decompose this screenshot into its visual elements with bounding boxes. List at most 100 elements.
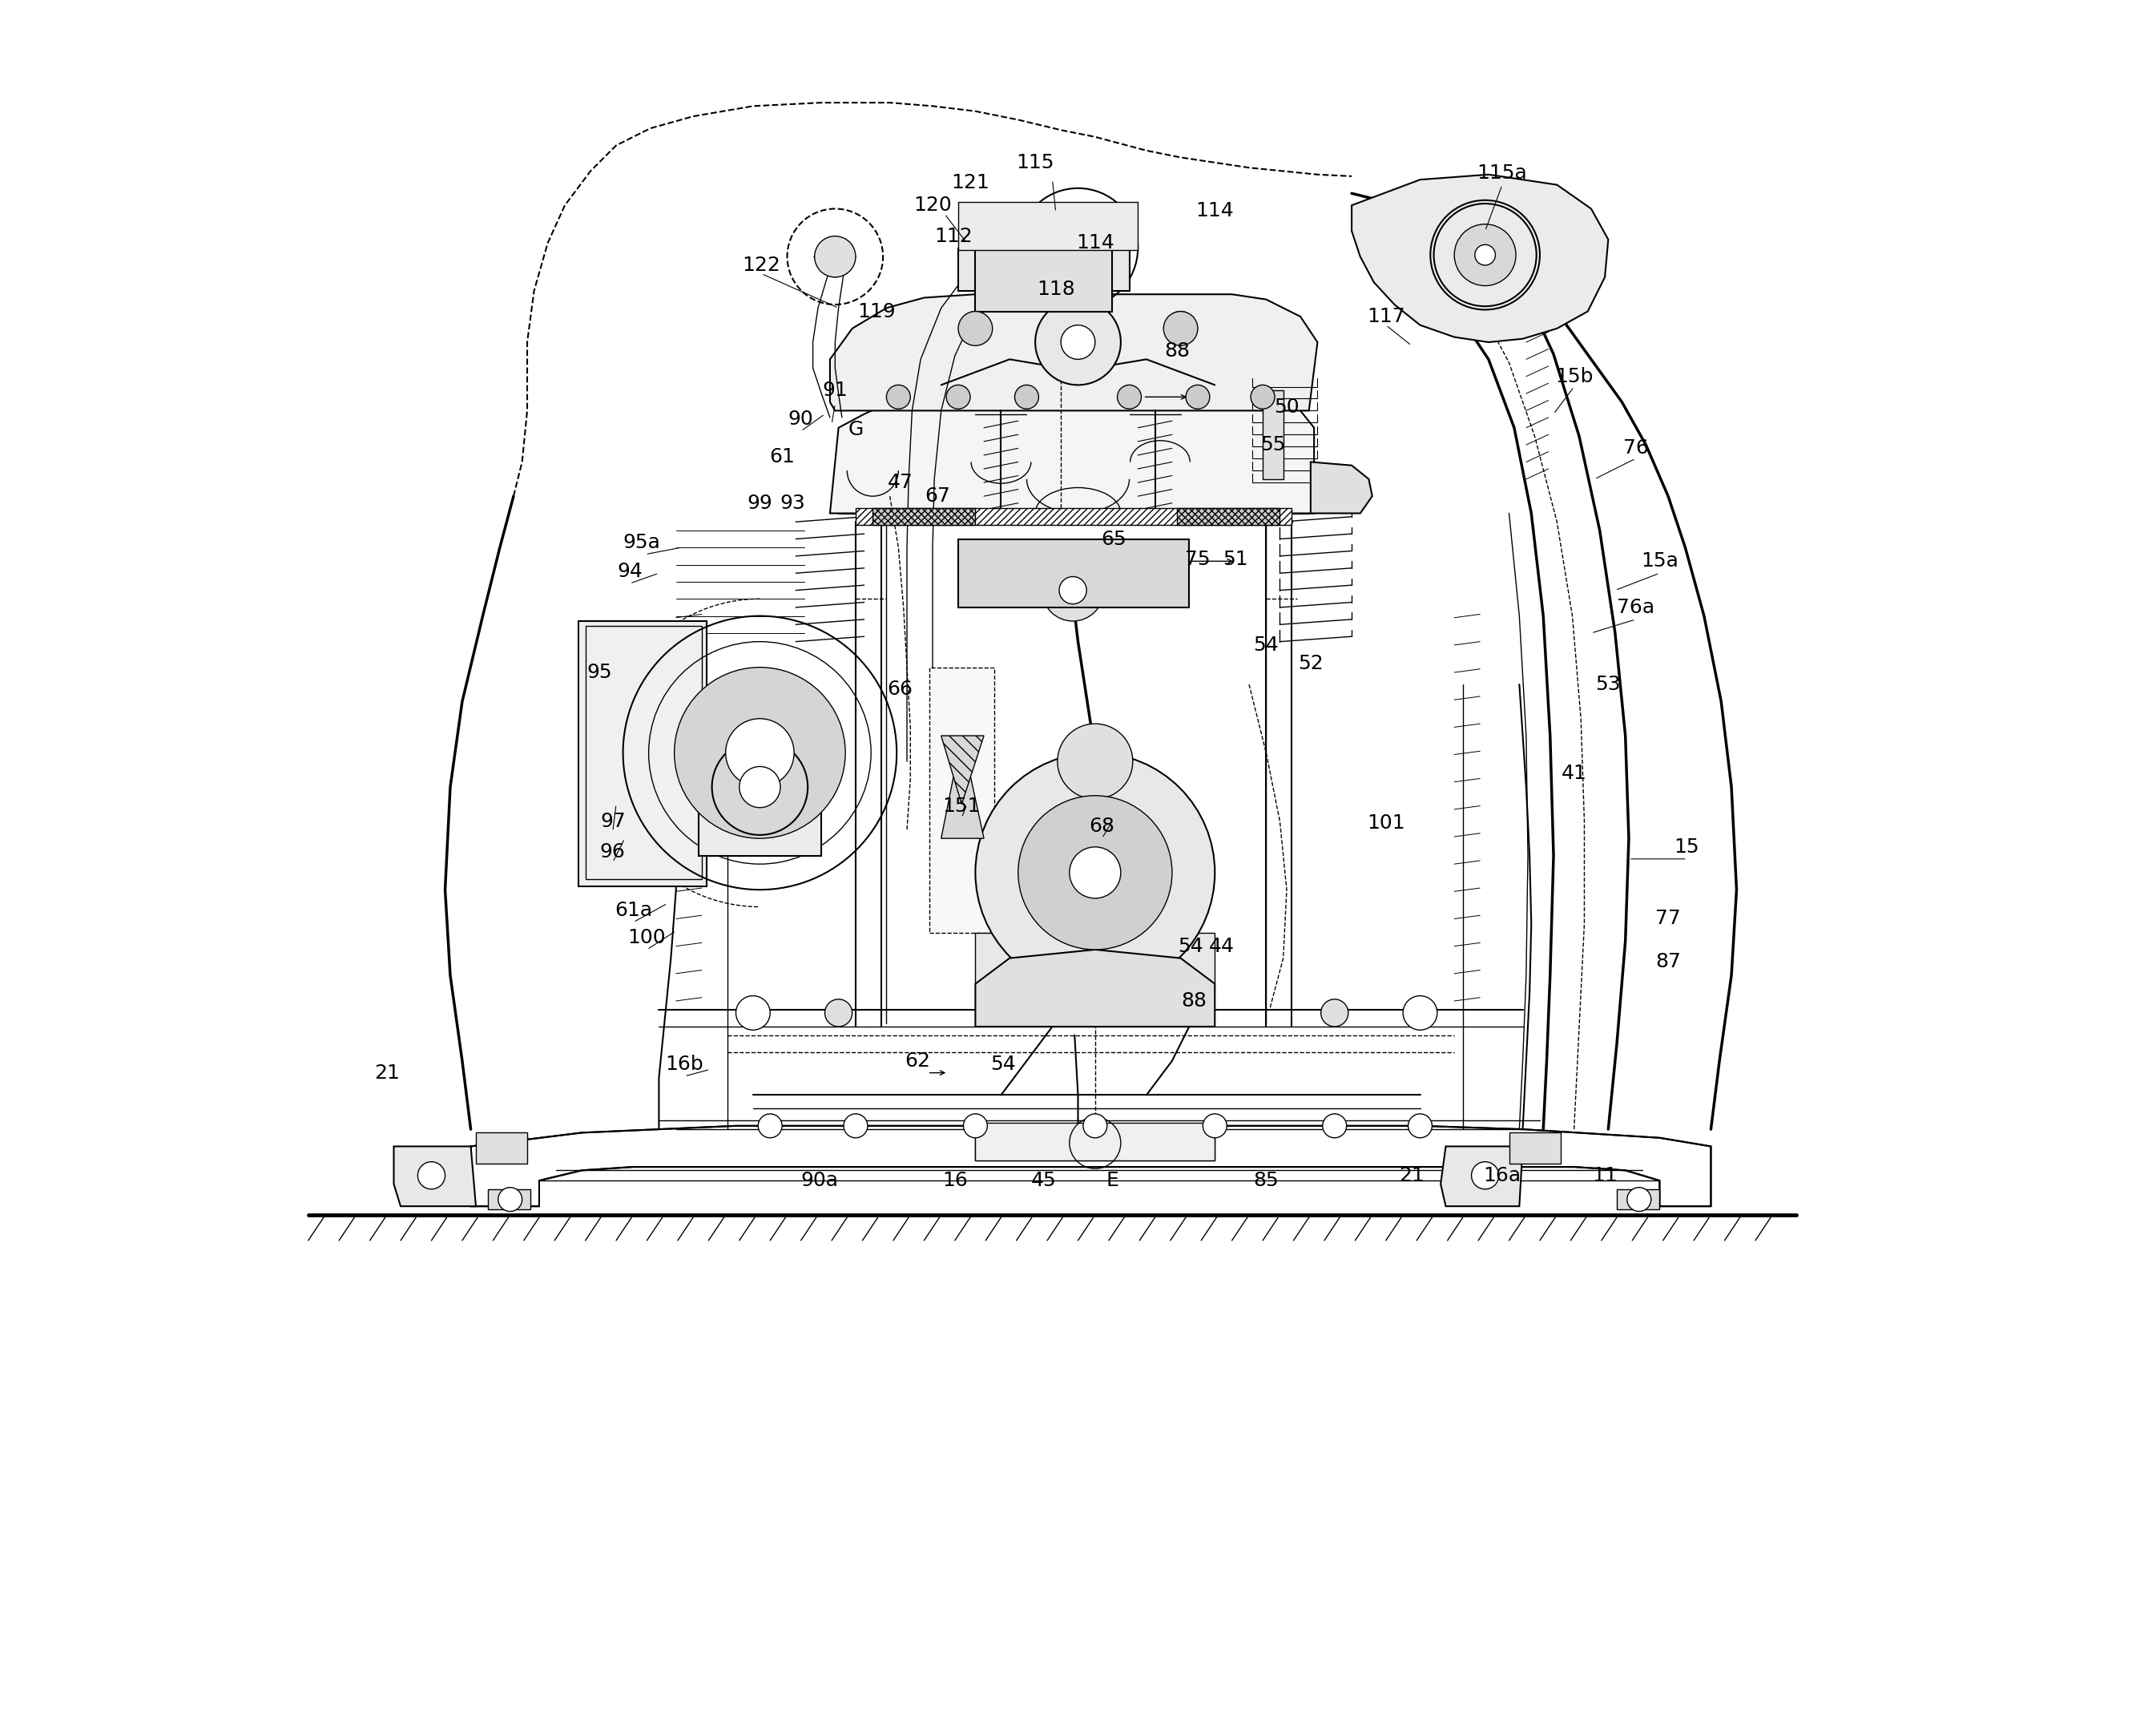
Text: 96: 96 bbox=[599, 842, 625, 862]
Circle shape bbox=[1164, 311, 1199, 346]
Bar bbox=[586, 626, 701, 879]
Text: 120: 120 bbox=[914, 195, 951, 216]
Text: 91: 91 bbox=[821, 380, 847, 400]
Circle shape bbox=[675, 667, 845, 838]
Bar bbox=[957, 202, 1138, 250]
Text: 76a: 76a bbox=[1617, 597, 1654, 618]
Text: 94: 94 bbox=[617, 561, 642, 582]
Circle shape bbox=[740, 767, 780, 808]
Polygon shape bbox=[975, 950, 1214, 1027]
Text: 16a: 16a bbox=[1483, 1165, 1522, 1186]
Text: 66: 66 bbox=[888, 679, 912, 700]
Bar bbox=[975, 1122, 1214, 1160]
Circle shape bbox=[735, 996, 770, 1030]
Text: 67: 67 bbox=[925, 486, 951, 506]
Text: 95a: 95a bbox=[623, 532, 660, 553]
Text: 65: 65 bbox=[1102, 529, 1128, 549]
Polygon shape bbox=[1352, 175, 1608, 342]
Text: 51: 51 bbox=[1222, 549, 1248, 570]
Bar bbox=[929, 667, 994, 932]
Bar bbox=[873, 508, 975, 525]
Bar bbox=[1263, 390, 1283, 479]
Polygon shape bbox=[1440, 1146, 1522, 1206]
Bar bbox=[957, 248, 1130, 291]
Text: 54: 54 bbox=[1253, 635, 1279, 655]
Circle shape bbox=[1408, 1114, 1432, 1138]
Circle shape bbox=[498, 1187, 522, 1211]
Circle shape bbox=[418, 1162, 444, 1189]
Circle shape bbox=[843, 1114, 867, 1138]
Text: 114: 114 bbox=[1197, 200, 1233, 221]
Text: 61a: 61a bbox=[614, 900, 651, 921]
Text: 53: 53 bbox=[1595, 674, 1621, 695]
Circle shape bbox=[1404, 996, 1438, 1030]
Polygon shape bbox=[830, 394, 1313, 513]
Circle shape bbox=[1082, 1114, 1106, 1138]
Text: 88: 88 bbox=[1181, 991, 1207, 1011]
Polygon shape bbox=[942, 736, 983, 838]
Text: 99: 99 bbox=[748, 493, 772, 513]
Polygon shape bbox=[395, 1146, 476, 1206]
Text: 15a: 15a bbox=[1641, 551, 1677, 571]
Circle shape bbox=[946, 385, 970, 409]
Text: 115: 115 bbox=[1015, 152, 1054, 173]
Text: 90a: 90a bbox=[800, 1170, 839, 1191]
Text: 100: 100 bbox=[627, 927, 666, 948]
Text: 16: 16 bbox=[942, 1170, 968, 1191]
Text: 121: 121 bbox=[951, 173, 990, 193]
Text: 90: 90 bbox=[789, 409, 813, 429]
Text: 85: 85 bbox=[1253, 1170, 1279, 1191]
Circle shape bbox=[1166, 311, 1194, 339]
Text: 15b: 15b bbox=[1554, 366, 1593, 387]
Circle shape bbox=[1250, 385, 1274, 409]
Text: 45: 45 bbox=[1031, 1170, 1056, 1191]
Text: 54: 54 bbox=[990, 1054, 1015, 1075]
Circle shape bbox=[1322, 1114, 1348, 1138]
Text: 44: 44 bbox=[1210, 936, 1235, 956]
Text: 112: 112 bbox=[934, 226, 972, 246]
Polygon shape bbox=[699, 719, 821, 856]
Circle shape bbox=[886, 385, 910, 409]
Text: 76: 76 bbox=[1623, 438, 1649, 459]
Circle shape bbox=[826, 999, 852, 1027]
Circle shape bbox=[1322, 999, 1348, 1027]
Circle shape bbox=[975, 753, 1214, 992]
Polygon shape bbox=[830, 294, 1317, 411]
Polygon shape bbox=[975, 932, 1214, 984]
Circle shape bbox=[962, 311, 990, 339]
Text: 47: 47 bbox=[888, 472, 912, 493]
Circle shape bbox=[1470, 1162, 1498, 1189]
Text: 115a: 115a bbox=[1477, 163, 1526, 183]
Text: 62: 62 bbox=[903, 1051, 929, 1071]
Circle shape bbox=[759, 1114, 783, 1138]
Polygon shape bbox=[1311, 462, 1371, 513]
Polygon shape bbox=[470, 1126, 1712, 1206]
Circle shape bbox=[711, 739, 808, 835]
Bar bbox=[1617, 1189, 1660, 1210]
Text: 87: 87 bbox=[1656, 951, 1682, 972]
Text: E: E bbox=[1106, 1170, 1119, 1191]
Circle shape bbox=[1069, 847, 1121, 898]
Text: 93: 93 bbox=[780, 493, 804, 513]
Text: 118: 118 bbox=[1037, 279, 1076, 299]
Text: 61: 61 bbox=[770, 447, 796, 467]
Bar bbox=[975, 243, 1112, 311]
Text: 54: 54 bbox=[1177, 936, 1203, 956]
Text: 122: 122 bbox=[742, 255, 780, 275]
Circle shape bbox=[815, 236, 856, 277]
Circle shape bbox=[1056, 724, 1132, 799]
Text: G: G bbox=[847, 419, 862, 440]
Circle shape bbox=[1061, 325, 1095, 359]
Circle shape bbox=[964, 1114, 987, 1138]
Polygon shape bbox=[957, 539, 1190, 607]
Bar bbox=[1177, 508, 1281, 525]
Circle shape bbox=[1455, 224, 1516, 286]
Text: 52: 52 bbox=[1298, 654, 1324, 674]
Circle shape bbox=[1628, 1187, 1651, 1211]
Bar bbox=[578, 621, 707, 886]
Bar bbox=[476, 1133, 528, 1163]
Text: 41: 41 bbox=[1561, 763, 1587, 784]
Circle shape bbox=[1052, 222, 1104, 274]
Circle shape bbox=[1117, 385, 1141, 409]
Text: 21: 21 bbox=[1399, 1165, 1425, 1186]
